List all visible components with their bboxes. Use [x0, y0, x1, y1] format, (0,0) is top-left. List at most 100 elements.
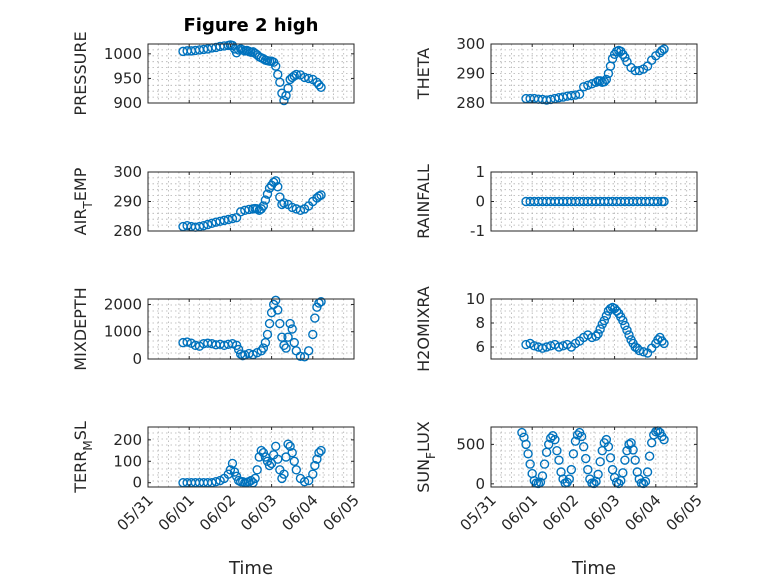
data-point — [554, 455, 564, 465]
x-tick-label: 06/05 — [663, 491, 706, 534]
data-point — [283, 439, 293, 449]
data-point — [235, 207, 246, 217]
x-tick-label: 06/03 — [580, 491, 623, 534]
data-point — [572, 430, 583, 440]
data-point — [566, 464, 577, 475]
x-tick-label: 06/02 — [196, 491, 239, 534]
data-points — [517, 426, 669, 489]
data-point — [275, 77, 285, 88]
data-point — [543, 439, 554, 450]
data-point — [628, 445, 638, 455]
y-label-part: LUX — [414, 421, 433, 452]
grid — [490, 298, 698, 360]
data-point — [258, 343, 269, 353]
subplot-mixdepth: 0 1000 2000 MIXDEPTH — [71, 287, 355, 371]
data-points — [178, 295, 326, 362]
data-point — [316, 297, 326, 307]
y-tick-label: 1 — [475, 163, 485, 181]
data-point — [291, 465, 302, 475]
data-point — [605, 303, 616, 314]
data-point — [601, 74, 612, 85]
data-point — [525, 459, 535, 469]
data-point — [537, 343, 548, 353]
data-point — [260, 452, 271, 462]
y-tick-label: 0 — [132, 474, 142, 492]
y-tick-label: 0 — [475, 193, 485, 211]
data-point — [576, 431, 587, 442]
y-tick-label: 0 — [475, 475, 485, 493]
x-tick-label: 06/03 — [237, 491, 280, 534]
y-tick-label: 300 — [113, 163, 142, 181]
data-point — [618, 315, 628, 326]
data-point — [227, 339, 238, 349]
x-tick-label: 06/01 — [498, 491, 541, 534]
data-point — [659, 338, 669, 349]
y-tick-label: 1000 — [104, 45, 142, 63]
data-point — [273, 69, 283, 80]
data-point — [599, 315, 609, 326]
data-point — [657, 45, 667, 56]
data-point — [203, 219, 213, 230]
y-axis-label: PRESSURE — [71, 31, 90, 115]
data-point — [574, 89, 585, 99]
data-point — [283, 83, 293, 93]
y-axis-label: H2OMIXRA — [414, 286, 433, 372]
data-point — [603, 442, 614, 452]
data-point — [535, 477, 546, 487]
axes-frame — [490, 426, 698, 488]
data-point — [521, 439, 531, 450]
y-tick-label: -1 — [470, 222, 485, 240]
data-point — [581, 453, 591, 464]
data-point — [659, 434, 669, 445]
data-point — [657, 336, 667, 346]
y-tick-label: 8 — [475, 314, 485, 332]
data-point — [554, 342, 564, 352]
data-point — [295, 205, 306, 216]
data-point — [314, 80, 324, 90]
data-point — [595, 76, 605, 86]
data-point — [211, 476, 221, 487]
data-point — [303, 346, 314, 356]
x-tick-label: 05/31 — [114, 491, 157, 534]
data-point — [583, 80, 593, 91]
data-point — [258, 448, 269, 458]
data-points — [178, 176, 326, 232]
data-point — [277, 473, 287, 484]
x-tick-label: 06/04 — [621, 491, 664, 534]
x-tick-label: 06/02 — [539, 491, 582, 534]
data-point — [312, 454, 322, 464]
data-point — [260, 195, 271, 205]
axes-frame — [147, 298, 355, 360]
y-tick-label: 10 — [466, 290, 485, 308]
y-tick-label: 290 — [113, 193, 142, 211]
data-point — [593, 469, 603, 480]
data-point — [279, 469, 289, 479]
y-tick-label: 500 — [456, 435, 485, 453]
data-point — [275, 318, 285, 329]
data-point — [303, 73, 314, 84]
figure-title: Figure 2 high — [184, 15, 319, 36]
y-tick-label: 950 — [113, 69, 142, 87]
data-points — [521, 196, 669, 207]
data-point — [653, 196, 663, 207]
y-label-part: AIR — [71, 209, 90, 236]
data-point — [601, 311, 612, 321]
data-point — [289, 71, 299, 81]
data-point — [316, 82, 326, 92]
x-axis-label-right: Time — [571, 558, 616, 579]
data-point — [541, 447, 552, 457]
y-tick-label: 900 — [113, 94, 142, 112]
data-point — [644, 451, 655, 461]
data-point — [207, 218, 217, 229]
data-point — [638, 347, 649, 357]
data-point — [285, 318, 295, 329]
data-point — [281, 343, 291, 353]
data-point — [277, 199, 287, 210]
data-points — [521, 44, 669, 105]
data-point — [273, 182, 283, 192]
data-point — [198, 220, 209, 231]
data-point — [620, 320, 630, 331]
data-point — [605, 453, 616, 463]
